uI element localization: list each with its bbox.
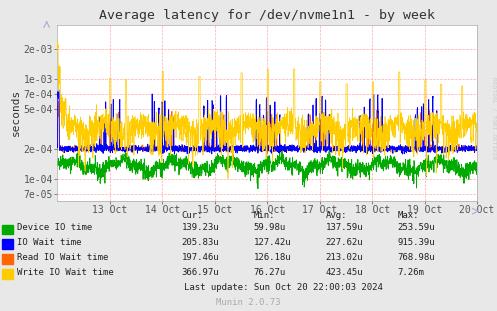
Text: Avg:: Avg: [326,211,347,220]
Text: 59.98u: 59.98u [253,223,286,232]
Text: Last update: Sun Oct 20 22:00:03 2024: Last update: Sun Oct 20 22:00:03 2024 [184,283,383,292]
Text: 366.97u: 366.97u [181,267,219,276]
Text: 127.42u: 127.42u [253,238,291,247]
Text: 126.18u: 126.18u [253,253,291,262]
Text: 423.45u: 423.45u [326,267,363,276]
Text: IO Wait time: IO Wait time [17,238,82,247]
Text: 139.23u: 139.23u [181,223,219,232]
Text: 768.98u: 768.98u [398,253,435,262]
Text: Cur:: Cur: [181,211,203,220]
Text: 197.46u: 197.46u [181,253,219,262]
Text: 137.59u: 137.59u [326,223,363,232]
Text: Read IO Wait time: Read IO Wait time [17,253,109,262]
Title: Average latency for /dev/nvme1n1 - by week: Average latency for /dev/nvme1n1 - by we… [99,9,435,22]
Text: 213.02u: 213.02u [326,253,363,262]
Text: Write IO Wait time: Write IO Wait time [17,267,114,276]
Text: 915.39u: 915.39u [398,238,435,247]
Y-axis label: seconds: seconds [11,89,21,136]
Text: Min:: Min: [253,211,275,220]
Text: 7.26m: 7.26m [398,267,424,276]
Text: Max:: Max: [398,211,419,220]
Text: Device IO time: Device IO time [17,223,92,232]
Text: 205.83u: 205.83u [181,238,219,247]
Text: Munin 2.0.73: Munin 2.0.73 [216,298,281,307]
Text: 76.27u: 76.27u [253,267,286,276]
Text: 253.59u: 253.59u [398,223,435,232]
Text: 227.62u: 227.62u [326,238,363,247]
Text: RRDTOOL / TOBI OETIKER: RRDTOOL / TOBI OETIKER [491,77,496,160]
